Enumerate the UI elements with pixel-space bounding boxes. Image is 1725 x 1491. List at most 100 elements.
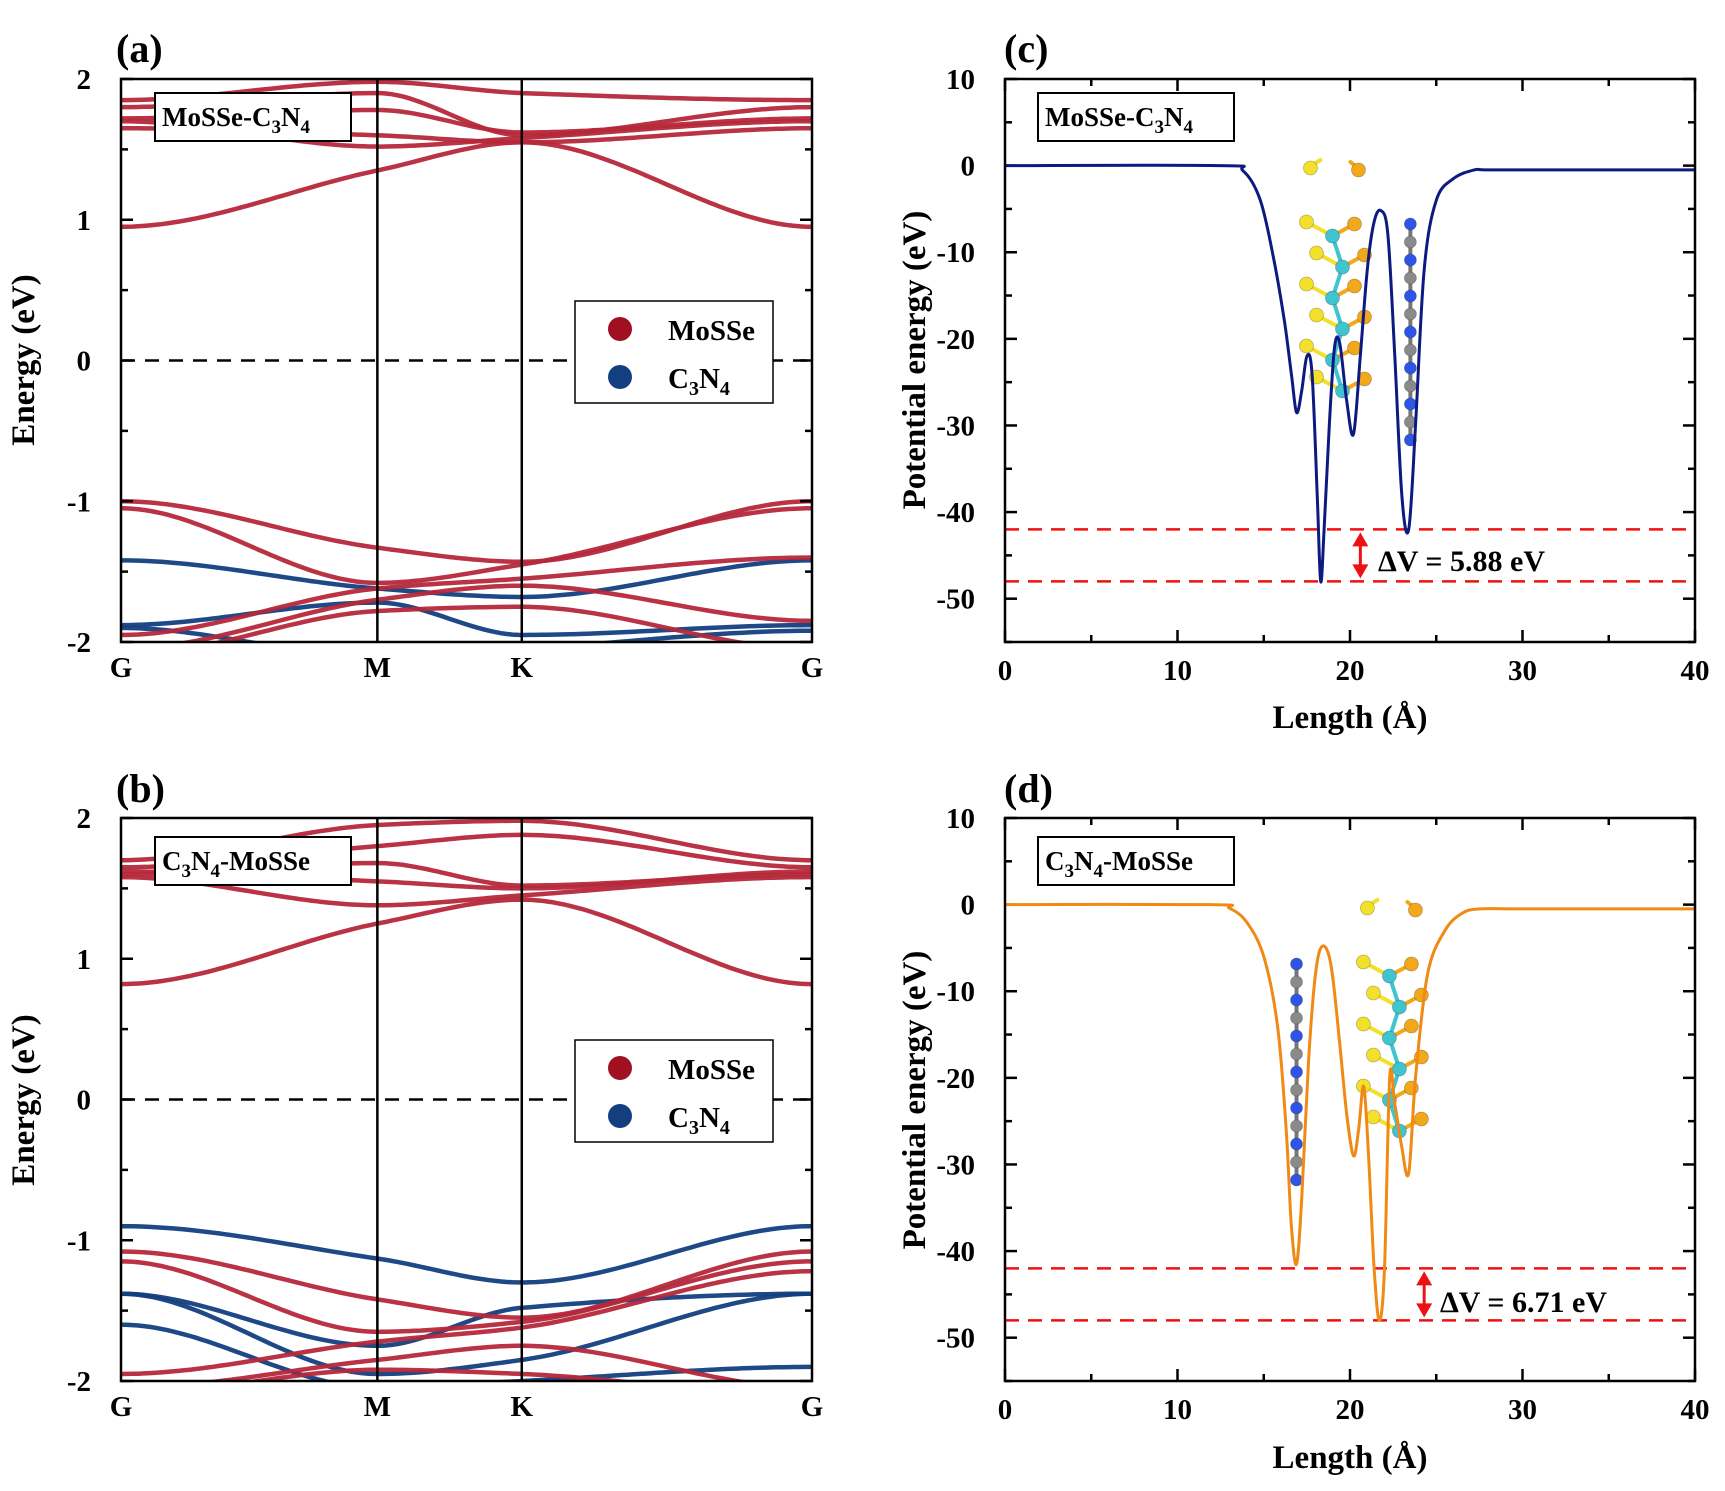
potential-plot: 10 0 -10 -20 -30 -40 -50 0 10 20 30 40 [936, 64, 1709, 687]
atom [1290, 1011, 1303, 1025]
atom [1290, 1047, 1303, 1061]
legend-marker-c3n4 [608, 1104, 632, 1128]
band-line-mosse [121, 506, 812, 586]
x-tick-label: 10 [1163, 1394, 1192, 1426]
band-line-mosse [243, 1367, 639, 1381]
legend-marker-mosse [608, 317, 632, 341]
atom [1408, 902, 1423, 918]
legend-box [574, 1039, 774, 1143]
panel-title: C3N4-MoSSe [1045, 846, 1193, 882]
atom [1366, 1047, 1381, 1063]
x-tick-label: K [510, 652, 533, 684]
delta-v-annotation: ΔV = 5.88 eV [1378, 545, 1545, 578]
atom [1290, 1137, 1303, 1151]
band-line-c3n4 [121, 1291, 812, 1377]
y-axis-label: Potential energy (eV) [897, 951, 933, 1250]
delta-v-arrowhead [1352, 532, 1369, 547]
legend-label-c3n4: C3N4 [668, 363, 730, 400]
band-line-mosse [121, 1268, 812, 1377]
y-axis-label: Potential energy (eV) [897, 211, 933, 510]
y-tick-label: 1 [77, 944, 92, 976]
panel-title-box [154, 92, 352, 142]
delta-v-annotation: ΔV = 6.71 eV [1440, 1286, 1607, 1319]
y-tick-label: -10 [936, 976, 975, 1008]
atom [1325, 290, 1340, 306]
atom [1299, 214, 1314, 230]
band-line-c3n4 [121, 600, 812, 638]
atom [1403, 289, 1417, 303]
y-tick-label: -30 [936, 410, 975, 442]
atom [1347, 278, 1362, 294]
atom [1382, 968, 1397, 984]
y-axis-label: Energy (eV) [6, 274, 42, 445]
atom [1290, 1101, 1303, 1115]
panel-title: C3N4-MoSSe [162, 846, 310, 882]
y-axis-label: Energy (eV) [6, 1014, 42, 1185]
legend-marker-c3n4 [608, 365, 632, 389]
band-lines: 2 1 0 -1 -2 G M K G [67, 64, 823, 684]
band-line-mosse [121, 897, 812, 987]
panel-b-band-structure: 2 1 0 -1 -2 G M K G (b) C3N4-MoSSe MoSSe C3N4 En… [6, 766, 823, 1423]
y-tick-label: -1 [67, 1225, 91, 1257]
x-tick-label: K [510, 1391, 533, 1423]
panel-a-band-structure: 2 1 0 -1 -2 G M K G (a) MoSSe-C3N4 MoSSe C3N4 En… [6, 26, 823, 684]
x-tick-label: 40 [1681, 655, 1710, 687]
panel-title-box [154, 836, 352, 886]
atom [1290, 993, 1303, 1007]
atom [1290, 975, 1303, 989]
atom [1403, 343, 1417, 357]
x-tick-label: G [801, 1391, 824, 1423]
band-line-mosse [121, 140, 812, 230]
atom [1335, 321, 1350, 337]
panel-c-potential: 10 0 -10 -20 -30 -40 -50 0 10 20 30 40 (c) MoSSe-C3… [897, 26, 1710, 736]
atom [1404, 956, 1419, 972]
atom [1403, 361, 1417, 375]
atom [1403, 235, 1417, 249]
y-tick-label: -20 [936, 324, 975, 356]
atom [1299, 276, 1314, 292]
y-tick-label: -50 [936, 1323, 975, 1355]
y-tick-label: -50 [936, 584, 975, 616]
plot-frame [1003, 816, 1697, 1383]
x-tick-label: 10 [1163, 655, 1192, 687]
y-tick-label: -30 [936, 1149, 975, 1181]
x-tick-label: G [110, 652, 133, 684]
y-tick-label: -2 [67, 1366, 91, 1398]
legend: MoSSe C3N4 [574, 1039, 774, 1143]
band-line-mosse [176, 583, 812, 642]
delta-v-arrowhead [1352, 564, 1369, 579]
panel-label: (a) [116, 26, 163, 71]
atom [1309, 307, 1324, 323]
x-tick-label: 30 [1508, 655, 1537, 687]
x-tick-label: M [364, 652, 391, 684]
panel-label: (b) [116, 766, 165, 811]
x-axis-label: Length (Å) [1273, 700, 1428, 736]
y-tick-label: -20 [936, 1063, 975, 1095]
y-tick-label: -40 [936, 497, 975, 529]
legend: MoSSe C3N4 [574, 300, 774, 404]
panel-title-box [1037, 836, 1235, 886]
x-tick-label: 30 [1508, 1394, 1537, 1426]
y-tick-label: 0 [961, 151, 976, 183]
band-line-c3n4 [121, 1223, 812, 1285]
atomic-structure [1299, 158, 1417, 447]
y-tick-label: 2 [77, 803, 92, 835]
band-line-mosse [121, 555, 812, 638]
y-tick-label: -1 [67, 486, 91, 518]
potential-curve [1004, 163, 1695, 584]
band-line-c3n4 [121, 1291, 812, 1349]
atom [1366, 985, 1381, 1001]
atom [1290, 1119, 1303, 1133]
plot-frame [119, 816, 814, 1383]
atom [1290, 1029, 1303, 1043]
x-tick-label: 0 [998, 1394, 1013, 1426]
atom [1299, 338, 1314, 354]
delta-v-arrowhead [1416, 1303, 1433, 1318]
panel-d-potential: 10 0 -10 -20 -30 -40 -50 0 10 20 30 40 (d) C3N4-MoS… [897, 766, 1710, 1476]
y-tick-label: 2 [77, 64, 92, 96]
atom [1290, 957, 1303, 971]
atom [1356, 1016, 1371, 1032]
atom [1382, 1030, 1397, 1046]
legend-label-mosse: MoSSe [668, 315, 755, 347]
